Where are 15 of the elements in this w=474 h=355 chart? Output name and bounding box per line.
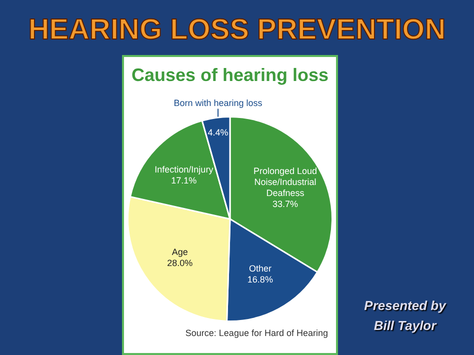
chart-title: HEARING LOSS PREVENTION — [27, 14, 447, 47]
text: Presented by — [363, 297, 448, 315]
slice-label: Born with hearing loss — [174, 98, 263, 108]
data-label: 28.0% — [167, 258, 193, 268]
source-note: Source: League for Hard of Hearing — [184, 328, 328, 338]
text: Bill Taylor — [372, 317, 438, 335]
data-label: 17.1% — [171, 175, 197, 186]
slice-label: Other — [248, 264, 272, 274]
chart-subtitle: Causes of hearing loss — [130, 65, 330, 86]
slice-label: Infection/Injury — [154, 164, 214, 174]
slice-label: Age — [172, 246, 188, 257]
data-label: 16.8% — [247, 274, 273, 285]
data-label: 33.7% — [272, 198, 298, 209]
slice-label: Prolonged Loud Noise/Industrial Deafness — [253, 166, 318, 198]
data-label: 4.4% — [208, 127, 228, 138]
